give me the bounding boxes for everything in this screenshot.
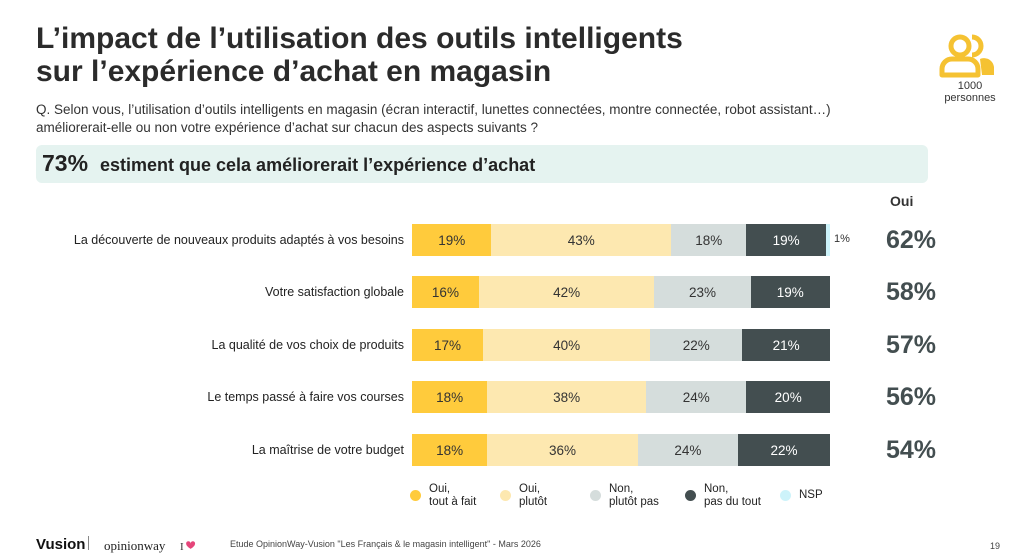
- total-oui-value: 57%: [886, 331, 937, 359]
- total-oui-value: 54%: [886, 436, 937, 464]
- legend-swatch: [500, 490, 511, 501]
- sample-unit: personnes: [944, 92, 996, 104]
- bar-segment: 18%: [412, 434, 488, 466]
- bar-segment: 22%: [738, 434, 830, 466]
- legend-label: plutôt pas: [609, 496, 659, 508]
- legend-label: Oui,: [429, 483, 451, 495]
- bar-segment: 19%: [750, 276, 830, 308]
- bar-segment: 38%: [487, 381, 647, 413]
- title-line-1: L’impact de l’utilisation des outils int…: [36, 22, 683, 55]
- sample-size: 1000 personnes: [930, 80, 1010, 104]
- bar-segment: [825, 224, 830, 256]
- row-label: La découverte de nouveaux produits adapt…: [73, 233, 404, 247]
- headline-box: 73% estiment que cela améliorerait l’exp…: [36, 145, 928, 183]
- row-label: La maîtrise de votre budget: [251, 443, 404, 457]
- legend-label: Non,: [704, 483, 729, 495]
- legend-swatch: [590, 490, 601, 501]
- legend-label: NSP: [799, 489, 823, 501]
- bar-segment: 21%: [742, 329, 830, 361]
- legend-label: plutôt: [519, 496, 548, 508]
- vusion-logo: Vusion: [36, 536, 86, 553]
- bar-segment: 19%: [746, 224, 826, 256]
- bar-segment: 24%: [646, 381, 747, 413]
- total-oui-value: 62%: [886, 226, 937, 254]
- bar-segment: 36%: [487, 434, 638, 466]
- opinionway-logo: opinionway: [104, 538, 166, 553]
- headline-text: estiment que cela améliorerait l’expérie…: [100, 155, 536, 175]
- data-label: 1%: [834, 233, 850, 245]
- title-line-2: sur l’expérience d’achat en magasin: [36, 55, 552, 88]
- bar-segment: 19%: [412, 224, 492, 256]
- legend: Oui, tout à fait Oui, plutôt Non, plutôt pas N…: [410, 483, 840, 509]
- legend-label: Non,: [609, 483, 634, 495]
- bar-segment: 17%: [412, 329, 484, 361]
- bar-segment: 24%: [637, 434, 739, 466]
- legend-swatch: [410, 490, 421, 501]
- total-header: Oui: [890, 193, 914, 209]
- heart-logo-icon: I: [180, 538, 198, 556]
- total-oui-value: 58%: [886, 278, 937, 306]
- legend-label: pas du tout: [704, 496, 761, 508]
- question-text: Q. Selon vous, l’utilisation d’outils in…: [36, 101, 936, 137]
- bar-segment: 20%: [746, 381, 830, 413]
- page-number: 19: [990, 541, 1001, 551]
- question-line-2: améliorerait-elle ou non votre expérienc…: [36, 120, 539, 135]
- sample-count: 1000: [957, 80, 983, 92]
- legend-swatch: [780, 490, 791, 501]
- logo-divider: [88, 536, 89, 550]
- bar-segment: 18%: [671, 224, 747, 256]
- bar-segment: 40%: [483, 329, 651, 361]
- bar-segment: 23%: [654, 276, 751, 308]
- legend-item: Oui, tout à fait: [410, 483, 500, 509]
- legend-swatch: [685, 490, 696, 501]
- legend-item: Oui, plutôt: [500, 483, 590, 509]
- people-icon: [938, 34, 998, 83]
- bar-segment: 22%: [650, 329, 743, 361]
- row-label: Votre satisfaction globale: [265, 285, 404, 299]
- total-oui-value: 56%: [886, 383, 937, 411]
- bar-segment: 43%: [491, 224, 672, 256]
- legend-label: Oui,: [519, 483, 541, 495]
- bar-segment: 18%: [412, 381, 488, 413]
- svg-text:I: I: [180, 541, 184, 551]
- page-title: L’impact de l’utilisation des outils int…: [36, 22, 896, 88]
- headline-value: 73%: [42, 150, 89, 176]
- row-label: Le temps passé à faire vos courses: [207, 390, 404, 404]
- study-source: Etude OpinionWay-Vusion "Les Français & …: [230, 539, 541, 549]
- row-label: La qualité de vos choix de produits: [211, 338, 405, 352]
- legend-item: Non, pas du tout: [685, 483, 780, 509]
- question-line-1: Q. Selon vous, l’utilisation d’outils in…: [36, 102, 831, 117]
- legend-item: NSP: [780, 483, 840, 509]
- bar-segment: 42%: [478, 276, 655, 308]
- bar-segment: 16%: [412, 276, 479, 308]
- legend-label: tout à fait: [429, 496, 477, 508]
- legend-item: Non, plutôt pas: [590, 483, 685, 509]
